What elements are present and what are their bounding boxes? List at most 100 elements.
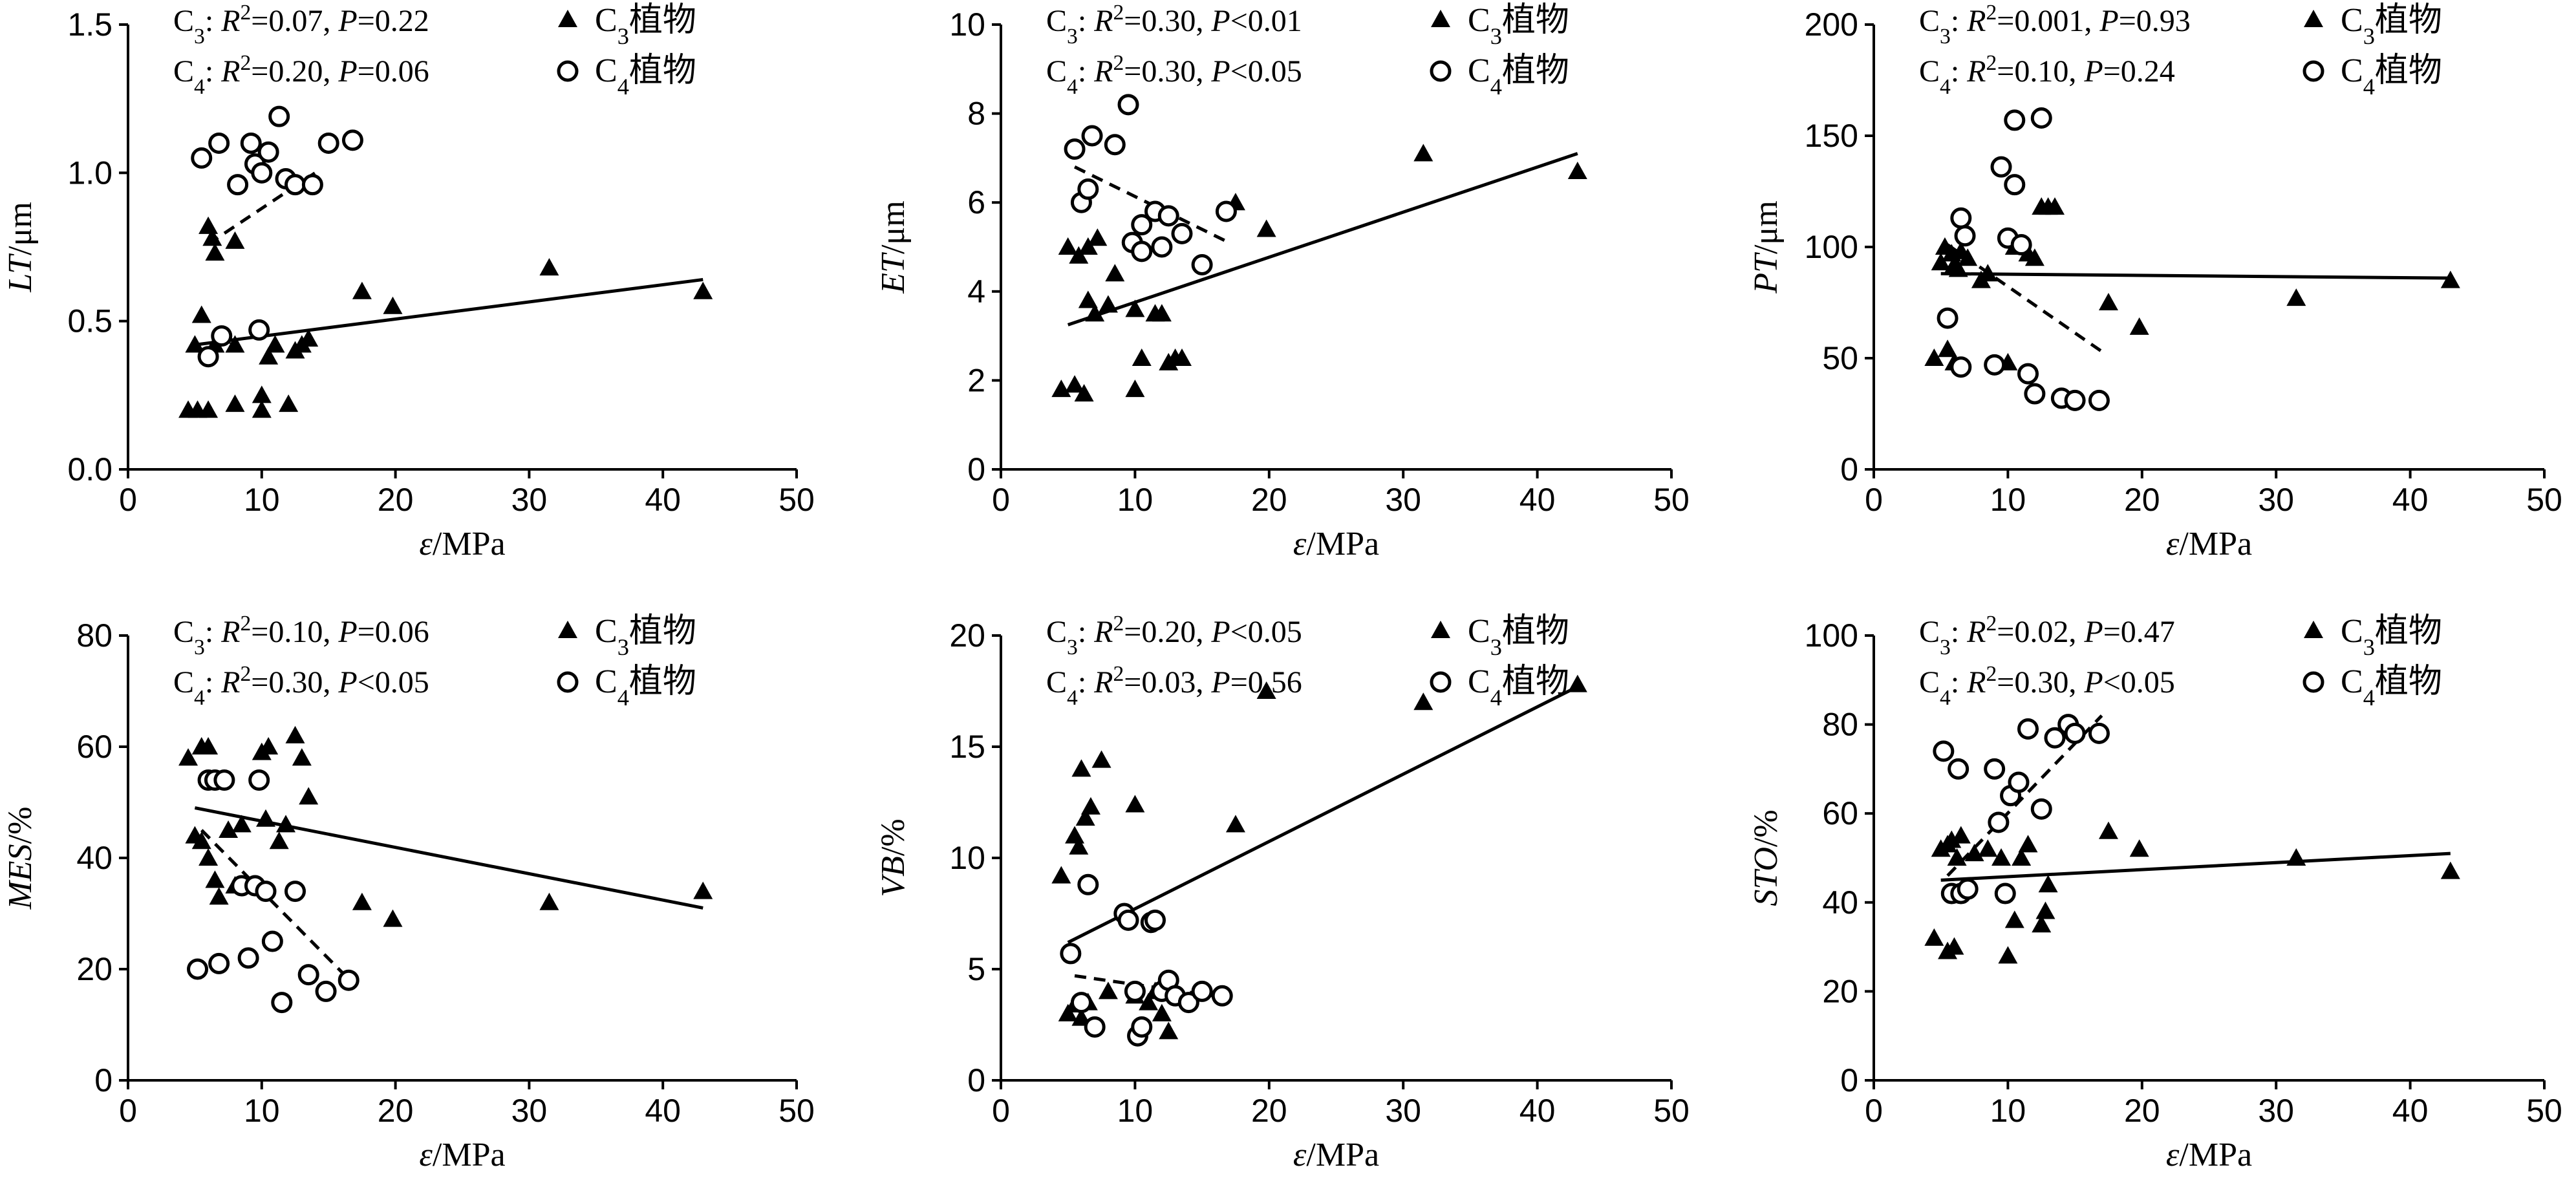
stat-part: C [1046, 665, 1067, 700]
c4-point [1957, 878, 1979, 900]
stat-part: =0.03, [1124, 665, 1211, 700]
stat-part: C [1046, 54, 1067, 89]
c4-point [317, 132, 339, 154]
y-tick-label: 6 [967, 184, 985, 220]
c4-point [261, 930, 283, 952]
legend-triangle-marker [2304, 10, 2323, 27]
c3-point [1125, 299, 1145, 317]
stat-part: 2 [1986, 662, 1997, 686]
x-tick-label: 20 [378, 1093, 414, 1129]
c4-point [284, 881, 306, 903]
c3-point [256, 809, 276, 827]
c4-point [1984, 758, 2006, 780]
legend-triangle-marker [1431, 621, 1450, 638]
c3-point [1942, 830, 1962, 848]
c4-point [1131, 241, 1153, 262]
stat-part: =0.24 [2103, 54, 2175, 89]
y-axis-unit: /% [2, 807, 39, 844]
c3-point [1058, 1003, 1078, 1021]
c3-stats: C3: R2=0.07, P=0.22 [173, 1, 429, 48]
stat-part: 3 [194, 25, 205, 48]
legend-part: 3 [617, 634, 629, 660]
x-axis-title: ε/MPa [1293, 526, 1379, 562]
legend-part: 4 [1490, 74, 1502, 100]
x-tick-label: 0 [992, 1093, 1010, 1129]
y-tick-label: 40 [76, 840, 113, 876]
legend-label-c4: C4植物 [1468, 52, 1569, 100]
stat-part: : [205, 665, 221, 700]
x-axis-var: ε [1293, 526, 1307, 562]
x-tick-label: 10 [244, 1093, 280, 1129]
c4-point [2010, 234, 2032, 256]
stat-part: 4 [1940, 686, 1951, 710]
c3-point [1964, 844, 1984, 862]
stat-part: : [1951, 615, 1967, 649]
y-tick-label: 50 [1822, 340, 1858, 376]
c3-point [1105, 264, 1125, 282]
c4-stats: C4: R2=0.03, P=0.56 [1046, 662, 1302, 710]
stat-part: 2 [1113, 662, 1124, 686]
stat-part: =0.30, [1997, 665, 2084, 700]
y-axis-var: ET [875, 252, 912, 294]
c3-point [1924, 348, 1944, 366]
y-tick-label: 20 [76, 951, 113, 987]
legend-part: 4 [617, 685, 629, 711]
c3-point [225, 335, 245, 353]
c4-point [1950, 207, 1972, 229]
y-axis-var: PT [1748, 252, 1785, 294]
stat-part: <0.01 [1230, 4, 1302, 38]
legend-part: C [2341, 613, 2363, 650]
c3-point [1567, 674, 1587, 692]
stat-part: <0.05 [2103, 665, 2175, 700]
c3-point [252, 400, 272, 418]
c3-point [1152, 304, 1172, 322]
x-tick-label: 30 [1385, 482, 1421, 518]
stat-part: P [338, 54, 357, 89]
c3-stats: C3: R2=0.001, P=0.93 [1919, 1, 2191, 48]
c3-point [2286, 288, 2306, 306]
legend-part: 植物 [1502, 613, 1569, 650]
x-axis-title: ε/MPa [2166, 1137, 2252, 1173]
x-tick-label: 0 [1865, 482, 1883, 518]
c4-point [2030, 798, 2052, 820]
c3-point [1152, 1003, 1172, 1021]
c4-point [227, 174, 249, 196]
x-tick-label: 50 [778, 1093, 815, 1129]
stat-part: C [1919, 4, 1940, 38]
stat-part: : [205, 4, 221, 38]
c4-point [257, 141, 279, 163]
stat-part: C [173, 54, 194, 89]
legend-part: C [1468, 613, 1490, 650]
x-tick-label: 30 [511, 482, 548, 518]
x-axis-var: ε [419, 526, 433, 562]
x-axis-unit: /MPa [433, 526, 506, 562]
x-axis-unit: /MPa [1306, 1137, 1379, 1173]
c3-point [191, 831, 211, 850]
stat-part: : [1951, 4, 1967, 38]
c3-point [199, 848, 219, 866]
legend-part: 植物 [2375, 613, 2442, 650]
c3-point [1998, 946, 2018, 964]
c3-point [1065, 826, 1085, 844]
x-tick-label: 40 [2392, 482, 2429, 518]
c3-point [1065, 375, 1085, 393]
stat-part: 2 [1986, 1, 1997, 25]
legend-label-c3: C3植物 [595, 613, 696, 660]
c3-fit-line [1940, 851, 2451, 882]
stat-part: R [1093, 4, 1113, 38]
y-tick-label: 60 [1822, 795, 1858, 831]
c4-point [1990, 156, 2012, 178]
y-axis-unit: /μm [875, 200, 912, 254]
c3-point [1931, 253, 1951, 271]
stat-part: R [1966, 4, 1986, 38]
c3-point [1098, 981, 1118, 1000]
stat-part: P [2083, 54, 2103, 89]
stat-part: 2 [1113, 612, 1124, 636]
c3-point [352, 892, 372, 910]
c3-point [1159, 1021, 1179, 1040]
x-tick-label: 10 [1990, 1093, 2026, 1129]
stat-part: R [1093, 615, 1113, 649]
c3-point [539, 258, 559, 276]
y-tick-label: 20 [1822, 973, 1858, 1009]
